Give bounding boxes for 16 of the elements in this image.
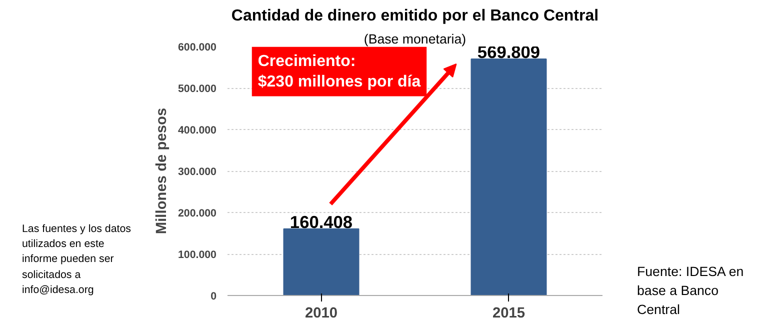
y-tick-label: 400.000: [178, 124, 217, 136]
y-tick-label: 500.000: [178, 83, 217, 95]
data-label: 160.408: [290, 212, 353, 232]
y-tick-label: 0: [210, 290, 217, 302]
annotation: Crecimiento: $230 millones por día: [258, 52, 421, 90]
text: Las fuentes y los datos utilizados en este informe pueden ser solicitados a info@idesa.org: [22, 222, 132, 298]
chart-title: Cantidad de dinero emitido por el Banco Central: [231, 8, 599, 24]
y-tick-label: 200.000: [178, 208, 217, 220]
x-tick-label: 2010: [304, 306, 338, 322]
y-tick-label: 300.000: [178, 166, 217, 178]
source-note: Fuente: IDESA en base a Banco Central: [637, 263, 745, 320]
y-axis-title: Millones de pesos: [154, 108, 170, 234]
chart-subtitle: (Base monetaria): [364, 32, 466, 46]
y-tick-label: 100.000: [178, 249, 217, 261]
x-tick-label: 2015: [492, 306, 526, 322]
y-tick-label: 600.000: [178, 42, 217, 54]
